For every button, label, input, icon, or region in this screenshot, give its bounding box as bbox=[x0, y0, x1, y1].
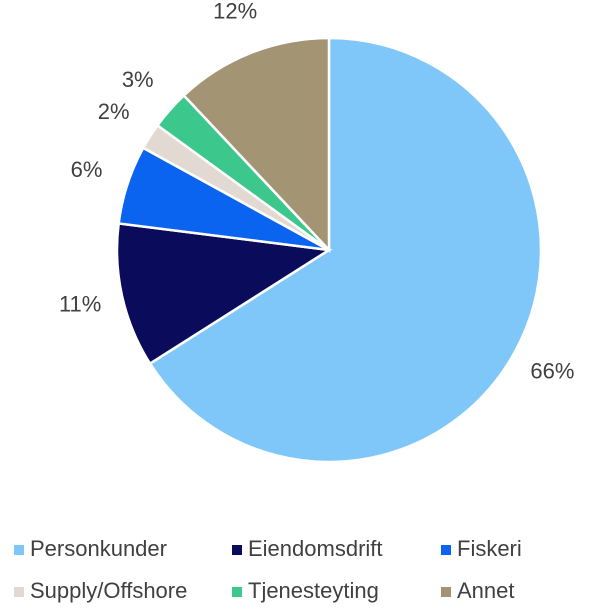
pie-slice bbox=[182, 36, 331, 254]
data-label: 11% bbox=[59, 291, 101, 316]
legend-label: Eiendomsdrift bbox=[248, 536, 383, 561]
legend-marker bbox=[232, 587, 242, 597]
data-label: 6% bbox=[71, 157, 103, 182]
legend-label: Personkunder bbox=[30, 536, 167, 561]
legend-label: Annet bbox=[457, 578, 515, 603]
legend-marker bbox=[14, 587, 24, 597]
data-label: 2% bbox=[98, 99, 130, 124]
legend-label: Tjenesteyting bbox=[248, 578, 379, 603]
legend-label: Fiskeri bbox=[457, 536, 522, 561]
legend-marker bbox=[14, 545, 24, 555]
legend-marker bbox=[441, 545, 451, 555]
data-label: 12% bbox=[213, 0, 257, 24]
data-label: 3% bbox=[122, 67, 154, 92]
legend-marker bbox=[441, 587, 451, 597]
legend-marker bbox=[232, 545, 242, 555]
pie-slice bbox=[148, 36, 543, 464]
legend-label: Supply/Offshore bbox=[30, 578, 187, 603]
pie-slice bbox=[115, 222, 333, 366]
data-label: 66% bbox=[530, 359, 574, 384]
